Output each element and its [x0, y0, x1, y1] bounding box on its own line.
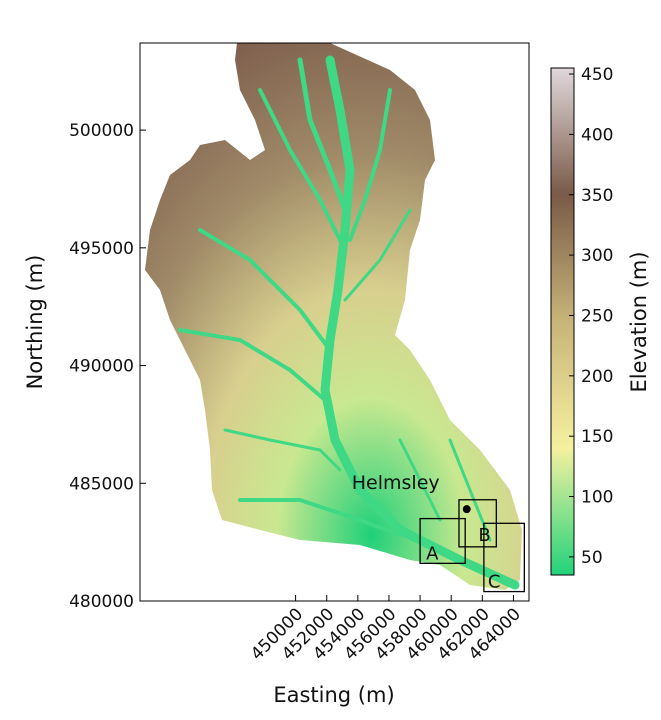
colorbar-tick-label: 300 — [581, 246, 613, 266]
place-markers: Helmsley — [352, 472, 471, 514]
region-label-a: A — [426, 543, 439, 564]
helmsley-label: Helmsley — [352, 472, 440, 494]
colorbar — [550, 67, 575, 576]
colorbar-tick-label: 450 — [581, 65, 613, 85]
colorbar-tick-label: 150 — [581, 427, 613, 447]
colorbar-tick-label: 200 — [581, 367, 613, 387]
region-label-c: C — [488, 572, 501, 593]
colorbar-tick-label: 350 — [581, 186, 613, 206]
y-tick-label: 480000 — [69, 592, 134, 612]
colorbar-tick-label: 50 — [581, 548, 603, 568]
y-tick-label: 500000 — [69, 121, 134, 141]
colorbar-title: Elevation (m) — [627, 251, 651, 392]
x-axis-title: Easting (m) — [273, 683, 394, 707]
y-tick-label: 490000 — [69, 357, 134, 377]
y-axis-ticks: 500000 495000 490000 485000 480000 — [69, 121, 146, 612]
x-axis-ticks: 4500004520004540004560004580004600004620… — [247, 595, 525, 664]
river-network — [178, 55, 520, 590]
colorbar-tick-label: 400 — [581, 125, 613, 145]
y-tick-label: 485000 — [69, 474, 134, 494]
region-box-a — [419, 517, 466, 564]
plot-frame — [139, 42, 530, 602]
region-boxes: ABC — [419, 499, 525, 593]
colorbar-tick-label: 250 — [581, 306, 613, 326]
y-axis-title: Northing (m) — [23, 255, 47, 390]
terrain-map — [145, 43, 522, 590]
helmsley-marker — [462, 505, 471, 514]
colorbar-tick-label: 100 — [581, 488, 613, 508]
region-box-c — [483, 522, 525, 593]
y-tick-label: 495000 — [69, 239, 134, 259]
colorbar-ticks: 50 100 150 200 250 300 350 400 450 — [569, 65, 613, 568]
